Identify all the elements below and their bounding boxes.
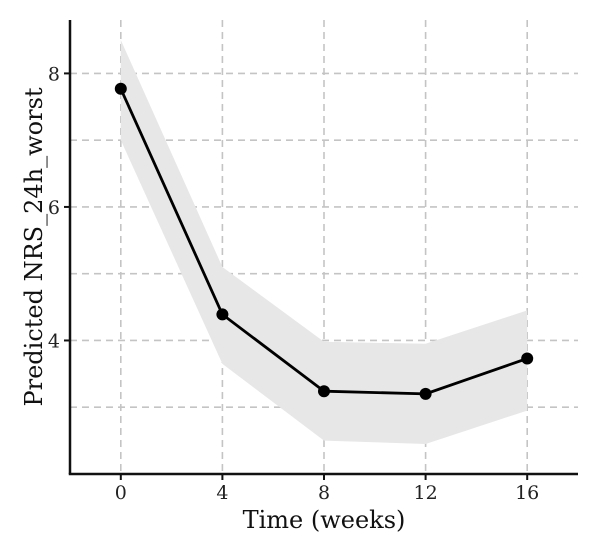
data-point-week-8 bbox=[318, 385, 330, 398]
ticks: 0 4 8 12 16 4 6 8 bbox=[48, 63, 539, 504]
y-tick-label: 8 bbox=[48, 63, 60, 85]
x-tick-label: 12 bbox=[414, 482, 438, 504]
data-point-week-12 bbox=[419, 387, 432, 400]
y-tick-label: 6 bbox=[48, 197, 60, 219]
x-axis-title: Time (weeks) bbox=[243, 506, 406, 534]
x-tick-label: 16 bbox=[515, 482, 539, 504]
data-points bbox=[114, 82, 534, 400]
confidence-band bbox=[120, 40, 528, 444]
y-axis-title: Predicted NRS_24h_worst bbox=[20, 87, 48, 406]
y-tick-label: 4 bbox=[48, 330, 60, 352]
x-tick-label: 0 bbox=[115, 482, 127, 504]
data-point-week-16 bbox=[521, 352, 534, 365]
data-point-week-0 bbox=[114, 82, 127, 95]
x-tick-label: 8 bbox=[318, 482, 330, 504]
confidence-band-layer bbox=[120, 40, 528, 444]
data-point-week-4 bbox=[216, 308, 229, 321]
x-tick-label: 4 bbox=[216, 482, 228, 504]
